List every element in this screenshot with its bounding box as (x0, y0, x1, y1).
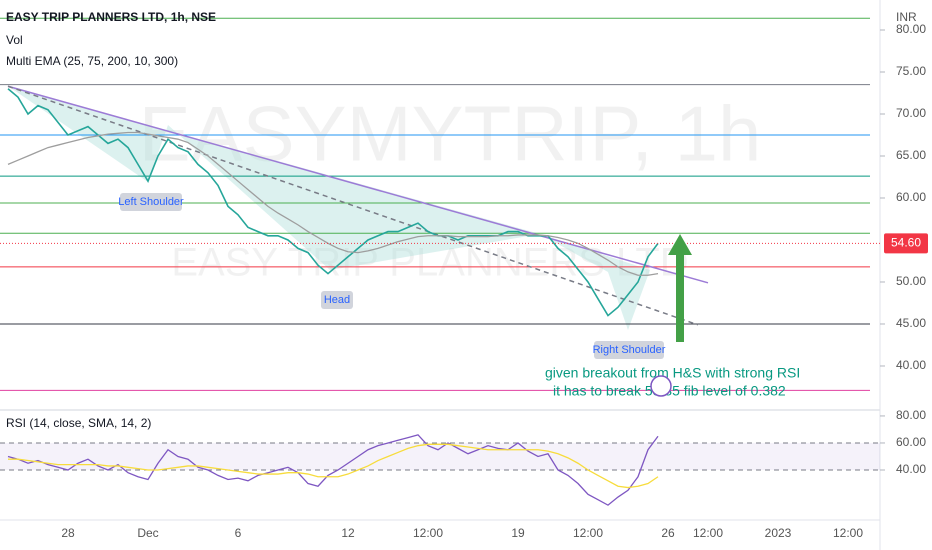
last-price-badge (884, 233, 928, 254)
rsi-band (0, 442, 880, 470)
y-tick-label: 75.00 (896, 64, 926, 78)
alert-icon (650, 375, 672, 397)
indicator-label: Multi EMA (25, 75, 200, 10, 300) (6, 54, 178, 68)
annotation-box (594, 341, 664, 359)
y-tick-label: 50.00 (896, 274, 926, 288)
series-line (8, 443, 659, 489)
x-tick-label: 26 (661, 526, 675, 540)
annotation-box (321, 291, 353, 309)
y-tick-label: 65.00 (896, 148, 926, 162)
y-tick-label: 40.00 (896, 462, 926, 476)
currency: INR (896, 10, 917, 24)
indicator-label: Vol (6, 33, 23, 47)
y-tick-label: 80.00 (896, 22, 926, 36)
last-price-label: 54.60 (891, 236, 921, 250)
watermark: EASYMYTRIP, 1h (139, 90, 762, 178)
x-tick-label: 2023 (765, 526, 792, 540)
x-tick-label: 6 (235, 526, 242, 540)
arrow (668, 234, 692, 342)
y-tick-label: 80.00 (896, 408, 926, 422)
x-tick-label: 12:00 (693, 526, 723, 540)
annotation-box (120, 193, 182, 211)
annotation: Left Shoulder (118, 196, 184, 208)
y-tick-label: 60.00 (896, 435, 926, 449)
x-tick-label: 12:00 (833, 526, 863, 540)
x-tick-label: 12:00 (573, 526, 603, 540)
annotation: given breakout from H&S with strong RSI (545, 365, 800, 381)
watermark-sub: EASY TRIP PLANNERS LTD (171, 241, 688, 285)
annotation: Right Shoulder (593, 344, 666, 356)
series-line (7, 88, 659, 317)
chart-title: EASY TRIP PLANNERS LTD, 1h, NSE (6, 10, 216, 24)
x-tick-label: 12 (341, 526, 355, 540)
x-tick-label: Dec (137, 526, 158, 540)
y-tick-label: 45.00 (896, 316, 926, 330)
x-tick-label: 12:00 (413, 526, 443, 540)
trendline (7, 85, 699, 326)
y-tick-label: 60.00 (896, 190, 926, 204)
pattern-shade (540, 234, 650, 330)
y-tick-label: 40.00 (896, 358, 926, 372)
indicator-label: RSI (14, close, SMA, 14, 2) (6, 416, 151, 430)
x-tick-label: 28 (61, 526, 75, 540)
series-line (7, 131, 659, 276)
annotation: Head (324, 294, 350, 306)
x-tick-label: 19 (511, 526, 525, 540)
y-tick-label: 70.00 (896, 106, 926, 120)
